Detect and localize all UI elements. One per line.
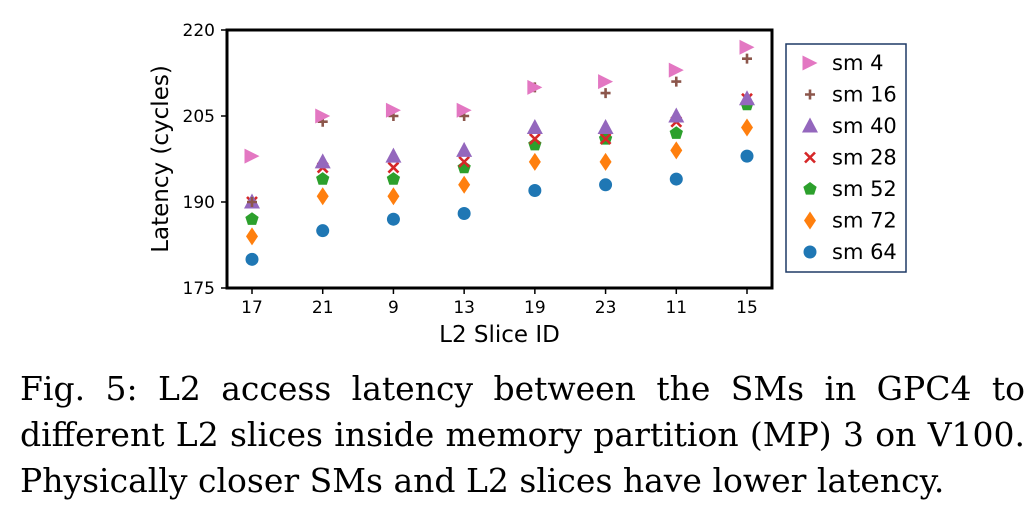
data-point — [387, 187, 400, 206]
data-point — [600, 88, 611, 99]
latency-scatter-chart: 17 21 9 13 19 23 11 15 175 190 205 220 L2 Slice ID La… — [148, 21, 907, 348]
legend-entry: sm 16 — [805, 83, 897, 107]
y-tick-label: 190 — [183, 193, 215, 213]
legend-label: sm 28 — [832, 146, 897, 170]
data-point — [670, 141, 683, 160]
data-point — [314, 153, 331, 169]
data-point — [386, 212, 400, 226]
data-point — [742, 53, 752, 64]
data-point — [668, 62, 684, 78]
data-point — [669, 126, 683, 139]
data-point — [316, 172, 330, 185]
chart-svg: 17 21 9 13 19 23 11 15 175 190 205 220 L2 Slice ID La… — [148, 21, 907, 348]
data-point — [387, 161, 400, 174]
data-point — [247, 197, 257, 207]
legend-marker — [804, 151, 816, 164]
x-tick-label: 23 — [595, 298, 617, 318]
legend-marker — [802, 117, 818, 133]
x-tick-label: 17 — [241, 298, 263, 318]
data-point — [526, 118, 543, 134]
legend-box — [785, 43, 907, 273]
x-tick-label: 9 — [388, 298, 399, 318]
x-tick-label: 21 — [312, 298, 334, 318]
data-point — [245, 212, 259, 225]
series-sm-4 — [244, 39, 755, 164]
legend-label: sm 4 — [832, 51, 883, 75]
series-sm-72 — [246, 118, 753, 246]
legend-marker — [805, 89, 815, 100]
x-tick-label: 13 — [453, 298, 475, 318]
data-point — [244, 148, 260, 164]
data-point — [527, 79, 543, 95]
legend-entry: sm 40 — [802, 114, 897, 138]
data-point — [599, 133, 612, 145]
legend-marker — [803, 245, 817, 259]
data-point — [458, 155, 471, 168]
y-tick-label: 220 — [183, 21, 215, 41]
legend-label: sm 16 — [832, 83, 897, 107]
data-point — [385, 147, 402, 163]
data-point — [598, 74, 614, 90]
data-point — [599, 152, 612, 171]
data-point — [457, 206, 471, 220]
legend-entry: sm 64 — [803, 240, 897, 264]
legend-marker — [804, 211, 816, 230]
x-axis-label: L2 Slice ID — [439, 322, 560, 348]
data-point — [528, 184, 542, 198]
x-tick-label: 15 — [736, 298, 758, 318]
data-point — [668, 107, 685, 123]
data-point — [669, 172, 683, 186]
data-point — [245, 252, 259, 266]
data-point — [456, 141, 473, 157]
y-tick-label: 175 — [183, 279, 215, 299]
series-sm-64 — [245, 149, 754, 266]
legend-label: sm 72 — [832, 209, 897, 233]
data-point — [315, 108, 331, 124]
y-tick-label: 205 — [183, 107, 215, 127]
data-point — [739, 39, 755, 55]
legend-entry: sm 4 — [802, 51, 883, 75]
data-point — [597, 118, 614, 134]
legend-entry: sm 52 — [803, 177, 897, 201]
data-point — [740, 149, 754, 163]
y-axis-label: Latency (cycles) — [148, 65, 174, 253]
data-point — [739, 90, 755, 106]
data-point — [385, 102, 401, 118]
data-point — [386, 172, 401, 185]
data-point — [599, 178, 613, 192]
legend-label: sm 52 — [832, 177, 897, 201]
data-point — [528, 152, 541, 171]
data-point — [741, 118, 753, 137]
legend-marker — [803, 182, 817, 195]
data-point — [456, 102, 472, 118]
data-point — [316, 224, 330, 238]
legend-label: sm 64 — [832, 240, 897, 264]
legend-entry: sm 72 — [804, 209, 897, 233]
legend-entry: sm 28 — [804, 146, 897, 170]
x-tick-label: 11 — [665, 298, 687, 318]
data-point — [528, 133, 541, 145]
figure-caption: Fig. 5: L2 access latency between the SM… — [20, 369, 1025, 500]
legend-label: sm 40 — [832, 114, 897, 138]
data-point — [458, 175, 471, 194]
data-point — [316, 187, 329, 206]
data-point — [246, 227, 258, 246]
data-point — [671, 76, 682, 87]
x-tick-label: 19 — [524, 298, 546, 318]
legend-marker — [802, 55, 818, 71]
plot-frame — [225, 28, 774, 290]
